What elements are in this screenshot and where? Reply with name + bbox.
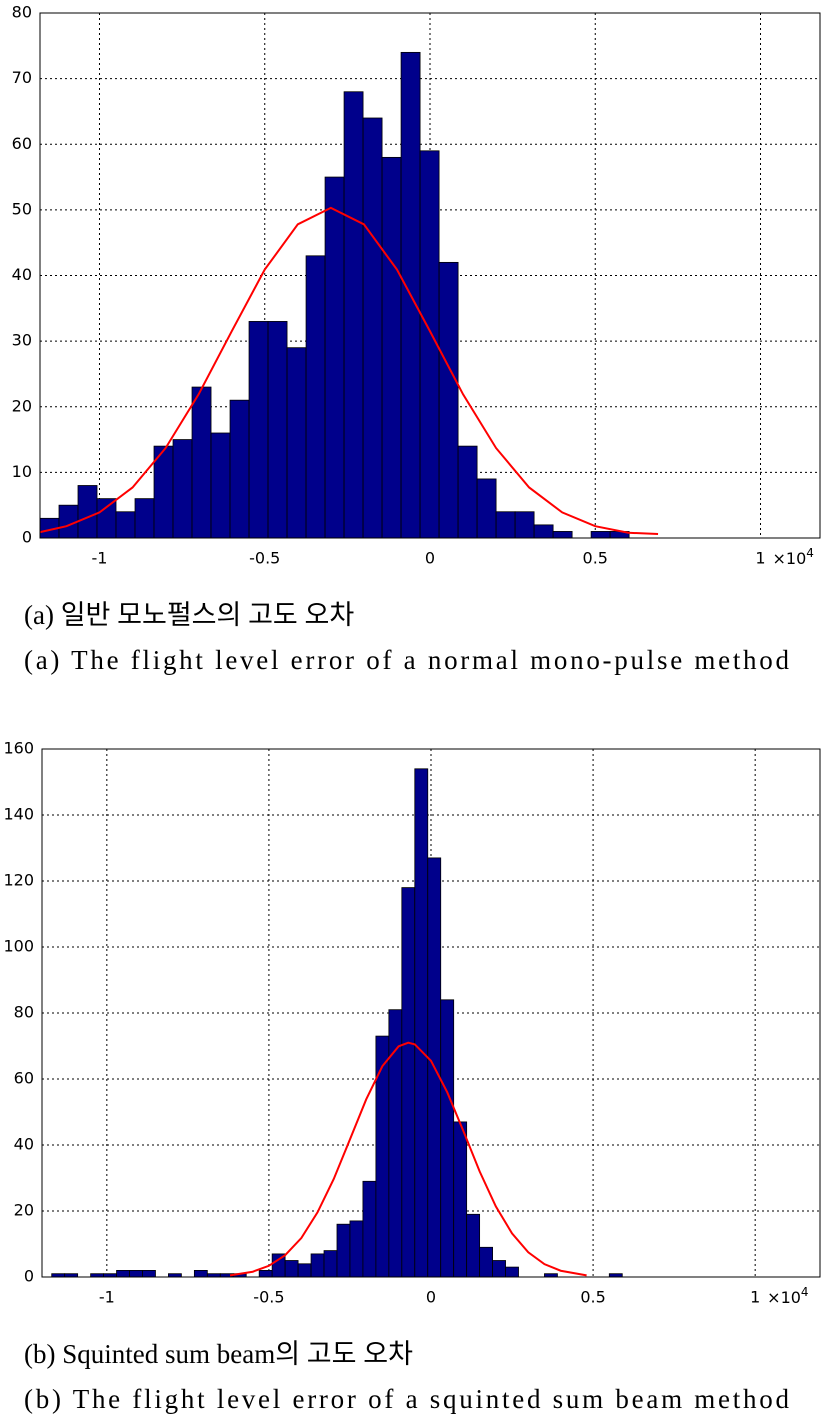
fit-curve: [229, 1041, 587, 1277]
bar: [457, 445, 478, 539]
y-tick-label: 40: [12, 265, 32, 284]
bar: [129, 1270, 143, 1278]
y-tick-label: 100: [3, 937, 34, 956]
x-tick-label: 1: [750, 1288, 760, 1307]
caption: (a) The flight level error of a normal m…: [24, 645, 789, 675]
bar: [191, 386, 212, 539]
bar: [362, 1180, 377, 1278]
bar: [305, 255, 326, 539]
bar: [349, 1220, 364, 1278]
bar: [590, 531, 611, 539]
bar: [96, 498, 117, 539]
caption: (b) The flight level error of a squinted…: [24, 1384, 789, 1414]
y-tick-label: 60: [14, 1069, 34, 1088]
bar: [453, 1121, 468, 1278]
bar: [142, 1270, 156, 1278]
bar: [116, 1270, 130, 1278]
bar: [476, 478, 497, 539]
bar: [336, 1223, 351, 1278]
y-tick-label: 0: [22, 528, 32, 547]
y-tick-label: 20: [14, 1201, 34, 1220]
bar: [134, 498, 155, 539]
plot-frame: [41, 748, 821, 1278]
bar: [381, 156, 402, 539]
bar: [495, 511, 516, 539]
caption: (a) 일반 모노펄스의 고도 오차: [24, 600, 354, 630]
y-tick-label: 60: [12, 134, 32, 153]
bar: [414, 768, 429, 1278]
x-tick-label: -1: [99, 1288, 115, 1307]
bar: [193, 1270, 208, 1278]
bar: [401, 887, 416, 1278]
caption: (b) Squinted sum beam의 고도 오차: [24, 1339, 413, 1369]
bar: [297, 1263, 312, 1278]
bar: [552, 531, 573, 539]
bar: [438, 261, 459, 539]
bar: [286, 347, 307, 539]
bar: [229, 399, 250, 539]
bar: [210, 432, 231, 539]
x-tick-label: -0.5: [253, 1288, 284, 1307]
y-tick-label: 160: [3, 739, 34, 758]
fit-curve: [39, 206, 659, 536]
x-tick-label: 1: [755, 549, 765, 568]
bar: [77, 485, 98, 539]
x-exponent-base: ×10: [773, 549, 807, 568]
y-tick-label: 50: [12, 199, 32, 218]
x-exponent-power: 4: [801, 1285, 809, 1299]
x-tick-label: 0.5: [580, 1288, 605, 1307]
x-tick-label: -0.5: [249, 549, 280, 568]
x-tick-label: 0: [425, 549, 435, 568]
bar: [324, 176, 345, 539]
bar: [514, 511, 535, 539]
x-tick-label: -1: [92, 549, 108, 568]
bar: [362, 117, 383, 539]
y-tick-label: 0: [24, 1267, 34, 1286]
bar: [479, 1246, 493, 1278]
bar: [440, 999, 455, 1278]
bar: [115, 511, 136, 539]
x-exponent-label: ×104: [773, 546, 814, 568]
y-tick-label: 30: [12, 331, 32, 350]
y-tick-label: 40: [14, 1135, 34, 1154]
bar: [466, 1213, 481, 1278]
y-tick-label: 20: [12, 396, 32, 415]
bar: [310, 1253, 325, 1278]
y-tick-label: 10: [12, 462, 32, 481]
x-exponent-base: ×10: [767, 1288, 801, 1307]
x-tick-label: 0.5: [583, 549, 608, 568]
y-tick-label: 80: [14, 1003, 34, 1022]
plot-frame: [39, 12, 821, 539]
bar: [284, 1260, 299, 1278]
y-tick-label: 120: [3, 871, 34, 890]
bar: [505, 1266, 519, 1278]
bar: [343, 91, 364, 539]
y-tick-label: 140: [3, 805, 34, 824]
y-tick-label: 70: [12, 68, 32, 87]
bar: [323, 1250, 338, 1278]
bar: [172, 439, 193, 539]
bar: [248, 321, 269, 539]
y-tick-label: 80: [12, 3, 32, 22]
bar: [258, 1270, 273, 1278]
x-exponent-power: 4: [806, 546, 814, 560]
bar: [533, 524, 554, 539]
x-tick-label: 0: [426, 1288, 436, 1307]
bar: [492, 1260, 506, 1278]
bar: [375, 1035, 390, 1278]
x-exponent-label: ×104: [767, 1285, 808, 1307]
bar: [267, 321, 288, 539]
